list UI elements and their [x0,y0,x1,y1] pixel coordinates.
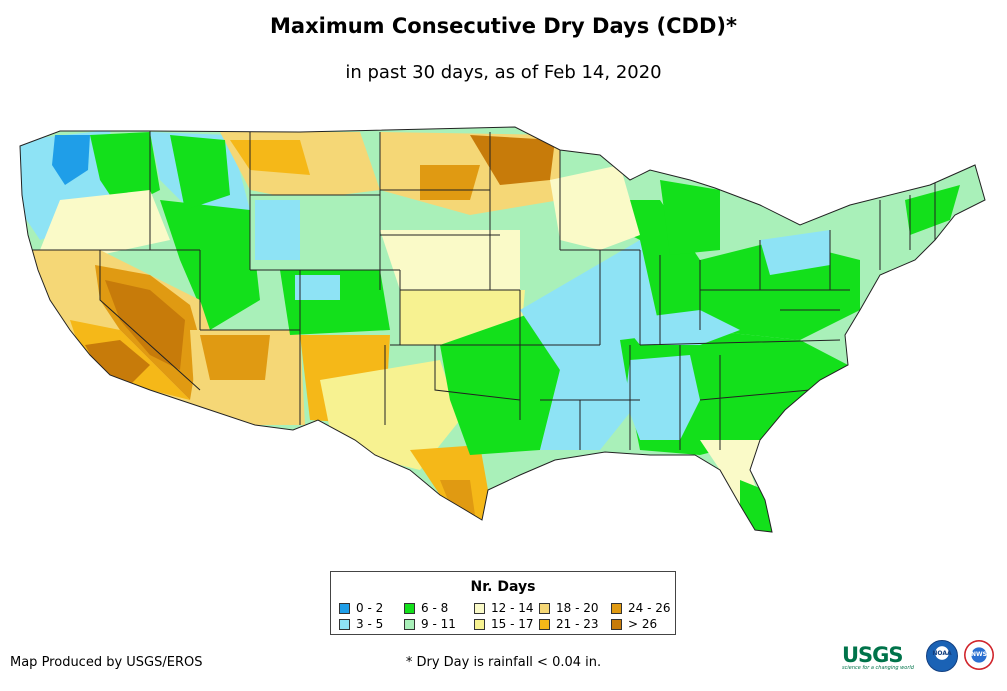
zone-6-8-washington [90,132,160,210]
zone-24-26-arizona [200,335,270,380]
zone-6-8-new-england [905,185,960,235]
cdd-map [19,126,986,533]
zone-9-11-northeast [820,160,985,260]
map-subtitle: in past 30 days, as of Feb 14, 2020 [345,62,662,83]
legend-label: 18 - 20 [556,601,599,615]
legend-label: 0 - 2 [356,601,384,615]
zone-3-5-colorado [295,275,340,300]
noaa-logo-text: NOAA [932,650,952,657]
legend-label: 6 - 8 [421,601,449,615]
zone-6-8-montana [170,135,230,210]
us-outline [19,126,986,533]
legend-item: > 26 [611,618,657,631]
legend-label: 21 - 23 [556,617,599,631]
zone-12-14-oregon [40,190,170,255]
legend-swatch [539,619,550,630]
legend-swatch [474,619,485,630]
zone-3-5-wyoming [255,200,300,260]
legend-swatch [404,619,415,630]
legend-swatch [404,603,415,614]
legend-item: 9 - 11 [404,618,456,631]
map-credit: Map Produced by USGS/EROS [10,655,203,670]
legend-label: 3 - 5 [356,617,384,631]
zone-over-26-nevada [105,280,185,370]
zone-3-5-southeast [625,355,700,440]
legend-item: 24 - 26 [611,602,671,615]
usgs-logo: USGS [842,643,904,667]
zone-24-26-south-dakota [420,165,480,200]
legend-item: 18 - 20 [539,602,599,615]
legend-label: 24 - 26 [628,601,671,615]
zone-12-14-nebraska [380,230,520,290]
zone-12-14-upper-midwest [550,165,640,250]
zone-3-5-appalachia [620,310,740,345]
zone-0-2-washington [52,135,90,185]
legend-item: 3 - 5 [339,618,383,631]
zone-6-8-texas-oklahoma [440,310,560,455]
legend-item: 15 - 17 [474,618,534,631]
legend-swatch [474,603,485,614]
legend-item: 21 - 23 [539,618,599,631]
legend-swatch [611,619,622,630]
zone-3-5-pennsylvania [760,230,830,275]
legend-item: 12 - 14 [474,602,534,615]
legend-title: Nr. Days [470,579,536,595]
noaa-logo: NOAA [926,640,958,672]
zone-24-26-south-texas [440,480,475,515]
usgs-tagline: science for a changing world [842,665,914,671]
legend-label: 12 - 14 [491,601,534,615]
legend-label: 9 - 11 [421,617,456,631]
dry-day-footnote: * Dry Day is rainfall < 0.04 in. [405,655,602,670]
zone-over-26-socal [85,340,150,385]
agency-logos: USGS science for a changing world NOAA N… [842,640,1002,674]
legend-swatch [611,603,622,614]
legend-swatch [339,603,350,614]
legend-label: 15 - 17 [491,617,534,631]
zone-over-26-north-dakota [470,135,555,185]
zone-6-8-michigan [660,180,720,255]
zone-6-8-florida [740,480,772,532]
legend-item: 6 - 8 [404,602,448,615]
nws-logo: NWS [964,640,994,670]
map-title: Maximum Consecutive Dry Days (CDD)* [270,14,737,38]
zone-6-8-idaho [160,200,260,330]
legend-swatch [539,603,550,614]
legend-label: > 26 [628,617,658,631]
nws-logo-text: NWS [971,651,987,658]
legend-swatch [339,619,350,630]
legend-item: 0 - 2 [339,602,383,615]
legend-box: Nr. Days 0 - 2 3 - 5 6 - 8 9 - 11 12 - 14 15 … [330,571,676,635]
state-borders [30,131,936,450]
